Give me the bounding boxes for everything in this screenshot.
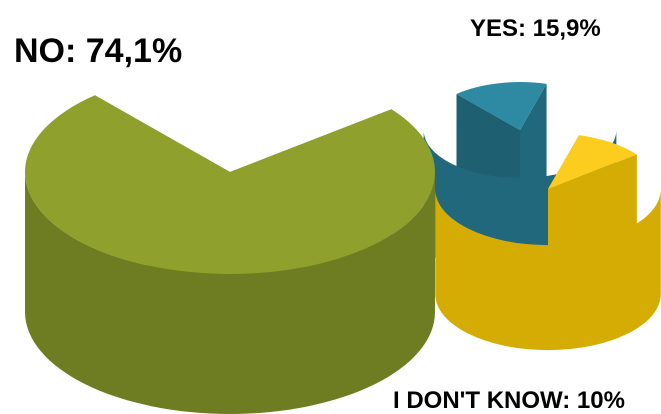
slice-side-dont-know bbox=[435, 189, 661, 351]
slice-label-no: NO: 74,1% bbox=[14, 32, 182, 70]
slice-top-no bbox=[25, 95, 435, 275]
slice-side-no bbox=[25, 172, 435, 414]
slice-top-yes bbox=[456, 82, 547, 130]
pie-slice-no bbox=[25, 95, 435, 414]
pie-slice-dont-know bbox=[435, 135, 661, 351]
slice-label-dont-know: I DON'T KNOW: 10% bbox=[393, 387, 625, 414]
pie-slices bbox=[25, 82, 661, 414]
slice-top-dont-know bbox=[548, 135, 637, 189]
slice-label-yes: YES: 15,9% bbox=[470, 15, 601, 42]
